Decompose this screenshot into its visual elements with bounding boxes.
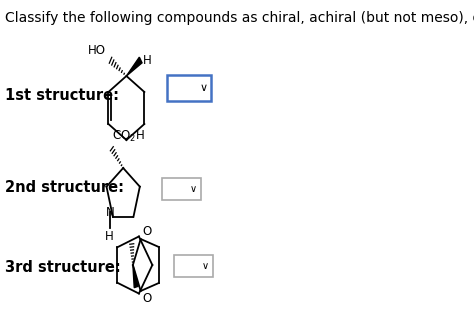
Polygon shape	[127, 57, 142, 76]
Text: H: H	[143, 53, 151, 66]
Text: Classify the following compounds as chiral, achiral (but not meso), or meso.: Classify the following compounds as chir…	[5, 11, 474, 25]
FancyBboxPatch shape	[162, 178, 201, 200]
FancyBboxPatch shape	[174, 255, 213, 277]
Text: 1st structure:: 1st structure:	[5, 87, 119, 103]
Text: O: O	[142, 225, 151, 238]
Text: ∨: ∨	[190, 184, 197, 194]
Text: N: N	[106, 206, 115, 219]
Text: O: O	[142, 292, 151, 305]
FancyBboxPatch shape	[167, 75, 211, 101]
Text: H: H	[105, 230, 114, 243]
Text: 2nd structure:: 2nd structure:	[5, 181, 124, 196]
Polygon shape	[133, 265, 138, 288]
Text: HO: HO	[88, 44, 106, 57]
Text: ∨: ∨	[200, 83, 208, 93]
Text: CO$_2$H: CO$_2$H	[111, 129, 144, 144]
Text: 3rd structure:: 3rd structure:	[5, 261, 121, 275]
Text: ∨: ∨	[201, 261, 209, 271]
